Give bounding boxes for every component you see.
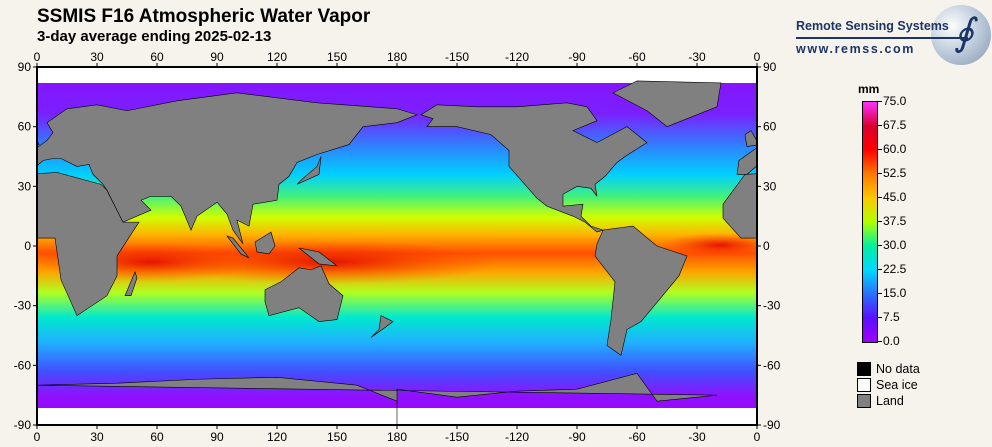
land-south-america [594,225,688,356]
legend-label: Sea ice [876,378,918,392]
land-australia [264,265,344,322]
lon-label-bottom: 30 [90,430,104,444]
lon-label-bottom: -60 [628,430,646,444]
rss-logo[interactable]: ∮ Remote Sensing Systems www.remss.com [794,4,991,68]
lat-label-right: 0 [763,239,770,253]
land-new-zealand [370,315,394,338]
lat-label-right: -30 [763,299,781,313]
land-borneo [254,231,276,255]
lon-label-top: -120 [505,50,529,64]
legend-item: No data [857,362,920,376]
land-sumatra [226,235,250,259]
colorbar-tick-label: 67.5 [878,119,906,131]
lon-label-top: -30 [688,50,706,64]
colorbar-tick-label: 37.5 [878,215,906,227]
lon-label-bottom: -90 [568,430,586,444]
colorbar-unit: mm [858,82,880,96]
lon-label-bottom: 150 [327,430,347,444]
land-madagascar [124,271,138,297]
colorbar-tick-label: 0.0 [878,335,900,347]
lat-label-left: -90 [14,418,32,432]
land-eurasia [37,92,418,245]
lat-label-left: 30 [18,179,32,193]
colorbar-tick-label: 75.0 [878,95,906,107]
colorbar-tick-label: 15.0 [878,287,906,299]
lon-label-bottom: -30 [688,430,706,444]
arctic-sea-ice [37,67,757,83]
colorbar-tick-label: 22.5 [878,263,906,275]
legend-label: Land [876,394,904,408]
lon-label-bottom: 90 [210,430,224,444]
lat-label-right: 30 [763,179,777,193]
lon-label-top: 60 [150,50,164,64]
legend-item: Sea ice [857,378,918,392]
logo-name: Remote Sensing Systems [796,19,949,33]
logo-divider [796,37,968,39]
lat-label-right: -60 [763,358,781,372]
colorbar-ticks: 75.0 67.5 60.0 52.5 45.0 37.5 30.0 22.5 15.0 7.5 0… [878,95,938,347]
colorbar-tick-label: 52.5 [878,167,906,179]
legend-swatch [857,362,871,376]
lon-label-top: 180 [387,50,407,64]
lon-label-bottom: 120 [267,430,287,444]
lat-label-right: 60 [763,120,777,134]
legend-swatch [857,378,871,392]
land-antarctica [37,372,718,425]
lon-label-top: 30 [90,50,104,64]
lat-label-left: 60 [18,120,32,134]
land-north-america [420,102,648,233]
lon-label-top: 90 [210,50,224,64]
lon-label-bottom: 0 [34,430,41,444]
lon-label-bottom: -150 [445,430,469,444]
map-subtitle: 3-day average ending 2025-02-13 [37,28,272,45]
globe-icon [931,5,991,65]
land-africa [722,173,757,239]
lon-label-top: 0 [34,50,41,64]
logo-url: www.remss.com [796,42,915,56]
colorbar-tick-label: 7.5 [878,311,900,323]
lon-label-top: 0 [754,50,761,64]
land-japan [296,156,322,185]
lat-label-right: -90 [763,418,781,432]
land-greenland [612,80,722,128]
lon-label-bottom: -120 [505,430,529,444]
lon-label-bottom: 180 [387,430,407,444]
map-title: SSMIS F16 Atmospheric Water Vapor [37,6,371,27]
atlantic-band [660,233,757,257]
colorbar-tick-label: 45.0 [878,191,906,203]
land-britain [744,130,757,147]
legend-label: No data [876,362,920,376]
lat-label-left: -60 [14,358,32,372]
lon-label-top: -150 [445,50,469,64]
lon-label-top: -90 [568,50,586,64]
lat-label-left: 0 [24,239,31,253]
lat-label-left: -30 [14,299,32,313]
colorbar-tick-label: 30.0 [878,239,906,251]
lon-label-bottom: 60 [150,430,164,444]
land-eurasia [736,147,757,175]
land-new-guinea [298,247,339,267]
legend-item: Land [857,394,904,408]
lon-label-bottom: 0 [754,430,761,444]
lon-label-top: 120 [267,50,287,64]
legend-swatch [857,394,871,408]
lon-label-top: -60 [628,50,646,64]
colorbar-tick-label: 60.0 [878,143,906,155]
lat-label-right: 90 [763,60,777,74]
lat-label-left: 90 [18,60,32,74]
integral-symbol-icon: ∮ [954,10,974,54]
lon-label-top: 150 [327,50,347,64]
colorbar [862,101,878,343]
